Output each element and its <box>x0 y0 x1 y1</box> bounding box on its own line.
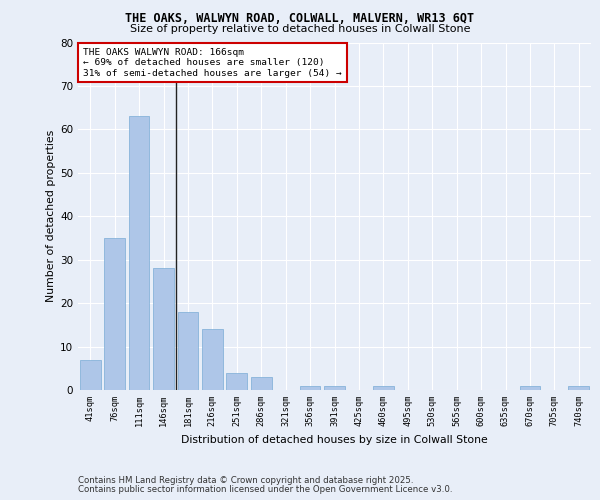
Bar <box>80 360 101 390</box>
Bar <box>520 386 541 390</box>
Text: Size of property relative to detached houses in Colwall Stone: Size of property relative to detached ho… <box>130 24 470 34</box>
Bar <box>153 268 174 390</box>
Bar <box>202 329 223 390</box>
Bar <box>251 377 272 390</box>
Y-axis label: Number of detached properties: Number of detached properties <box>46 130 56 302</box>
Bar <box>299 386 320 390</box>
Bar <box>104 238 125 390</box>
Bar <box>226 372 247 390</box>
X-axis label: Distribution of detached houses by size in Colwall Stone: Distribution of detached houses by size … <box>181 434 488 444</box>
Bar <box>178 312 199 390</box>
Text: Contains public sector information licensed under the Open Government Licence v3: Contains public sector information licen… <box>78 484 452 494</box>
Bar <box>373 386 394 390</box>
Bar <box>324 386 345 390</box>
Text: THE OAKS, WALWYN ROAD, COLWALL, MALVERN, WR13 6QT: THE OAKS, WALWYN ROAD, COLWALL, MALVERN,… <box>125 12 475 26</box>
Text: THE OAKS WALWYN ROAD: 166sqm
← 69% of detached houses are smaller (120)
31% of s: THE OAKS WALWYN ROAD: 166sqm ← 69% of de… <box>83 48 342 78</box>
Text: Contains HM Land Registry data © Crown copyright and database right 2025.: Contains HM Land Registry data © Crown c… <box>78 476 413 485</box>
Bar <box>128 116 149 390</box>
Bar <box>568 386 589 390</box>
